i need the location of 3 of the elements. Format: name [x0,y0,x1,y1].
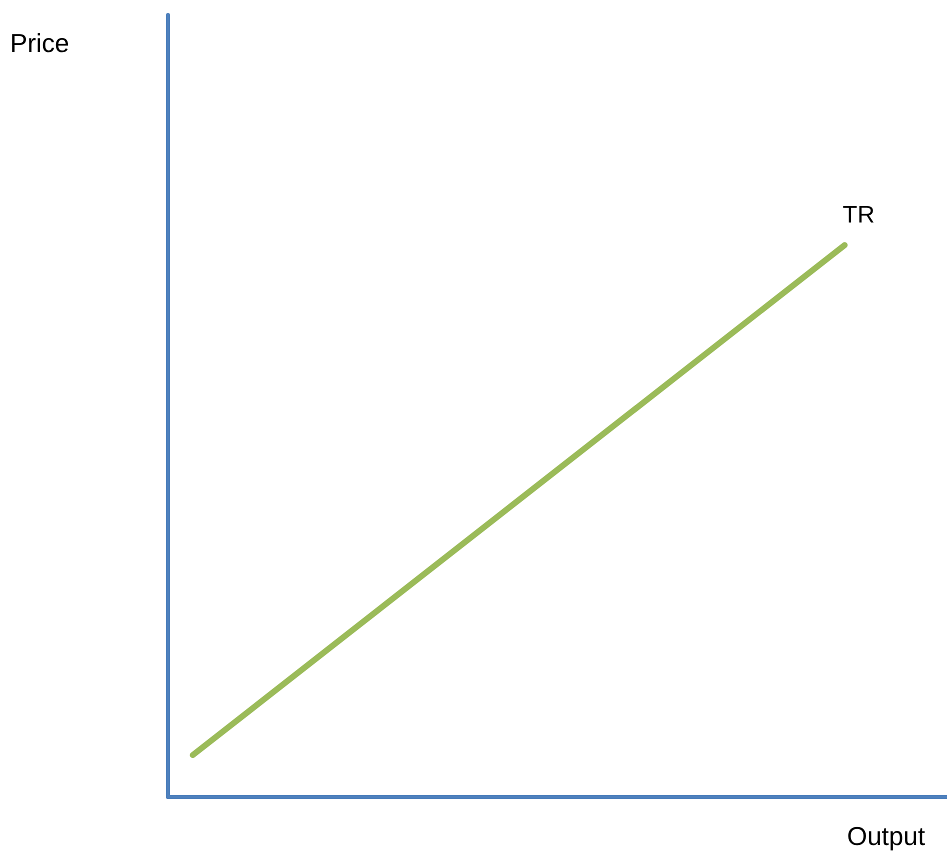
text: Price [10,28,70,58]
series-label: TR [842,202,875,229]
x-axis-title: Output [847,821,926,851]
